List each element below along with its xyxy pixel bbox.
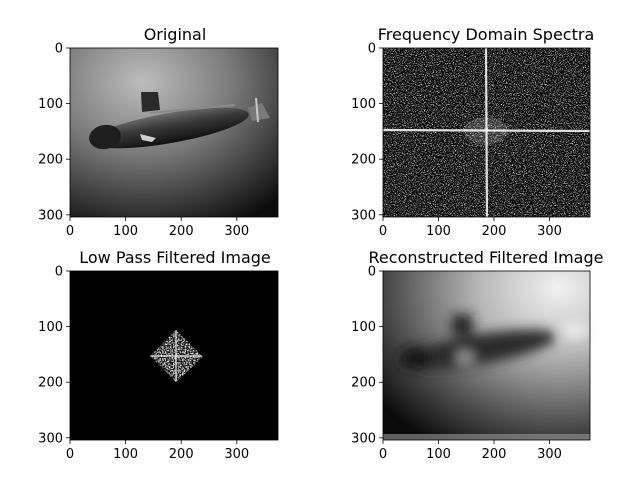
- x-tick-label: 0: [379, 224, 387, 239]
- panel-spectrum: Frequency Domain Spectra 0 100 200 300: [351, 25, 594, 239]
- x-tick-label: 0: [66, 224, 74, 239]
- axes-frame: [382, 270, 591, 441]
- y-tick-label: 300: [38, 208, 63, 223]
- x-tick-label: 300: [224, 224, 249, 239]
- panel-title: Original: [144, 25, 207, 44]
- image-original: [70, 48, 278, 217]
- axes-frame: [69, 270, 279, 441]
- x-axis-ticks: [69, 440, 238, 444]
- x-axis-ticks: [382, 217, 550, 221]
- y-tick-label: 200: [351, 153, 376, 168]
- x-tick-label: 300: [224, 447, 249, 462]
- x-tick-label: 300: [537, 447, 562, 462]
- axes-frame: [69, 47, 279, 218]
- y-tick-label: 0: [368, 42, 376, 57]
- y-tick-label: 100: [351, 320, 376, 335]
- y-axis-ticks: [66, 47, 70, 216]
- image-lowpass: [70, 271, 278, 440]
- panel-lowpass: Low Pass Filtered Image 0 100: [38, 248, 279, 462]
- panel-title: Reconstructed Filtered Image: [369, 248, 604, 267]
- y-tick-label: 300: [351, 431, 376, 446]
- y-tick-label: 300: [38, 431, 63, 446]
- x-tick-label: 300: [537, 224, 562, 239]
- x-tick-label: 0: [379, 447, 387, 462]
- panel-title: Low Pass Filtered Image: [79, 248, 271, 267]
- axes-frame: [382, 47, 591, 218]
- x-tick-label: 200: [482, 224, 507, 239]
- image-reconstructed: [383, 271, 590, 440]
- y-tick-label: 300: [351, 208, 376, 223]
- x-tick-label: 0: [66, 447, 74, 462]
- y-axis-ticks: [379, 270, 383, 439]
- x-tick-label: 200: [482, 447, 507, 462]
- y-tick-label: 0: [55, 42, 63, 57]
- panel-original: Original: [38, 25, 279, 239]
- y-tick-label: 0: [368, 265, 376, 280]
- image-spectrum: [382, 47, 591, 218]
- x-tick-label: 100: [426, 447, 451, 462]
- x-tick-label: 100: [426, 224, 451, 239]
- y-tick-label: 100: [38, 320, 63, 335]
- y-tick-label: 200: [38, 153, 63, 168]
- x-tick-label: 100: [113, 447, 138, 462]
- x-tick-label: 200: [169, 447, 194, 462]
- x-axis-ticks: [382, 440, 550, 444]
- x-tick-label: 200: [169, 224, 194, 239]
- y-axis-ticks: [66, 270, 70, 439]
- y-tick-label: 200: [351, 376, 376, 391]
- x-tick-label: 100: [113, 224, 138, 239]
- panel-reconstructed: Reconstructed Filtered Image: [351, 248, 603, 462]
- y-tick-label: 200: [38, 376, 63, 391]
- x-axis-ticks: [69, 217, 238, 221]
- y-axis-ticks: [379, 47, 383, 216]
- y-tick-label: 100: [351, 97, 376, 112]
- y-tick-label: 100: [38, 97, 63, 112]
- y-tick-label: 0: [55, 265, 63, 280]
- panel-title: Frequency Domain Spectra: [378, 25, 595, 44]
